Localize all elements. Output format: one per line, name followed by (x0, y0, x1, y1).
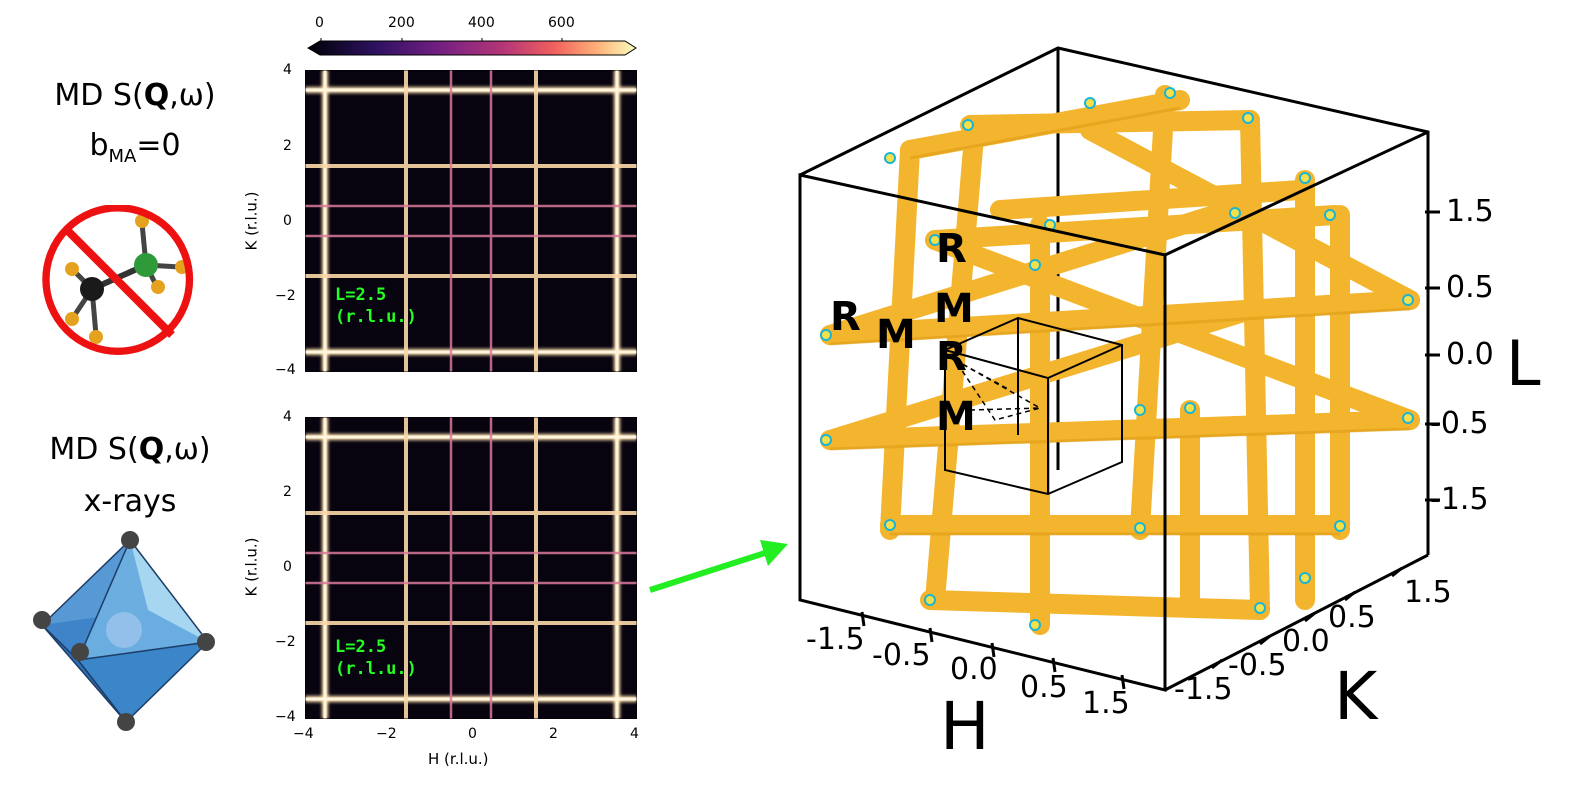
bottom-ytick: 4 (283, 409, 292, 425)
point-label-m: M (876, 312, 916, 358)
k-tick: -0.5 (1228, 648, 1287, 683)
point-label-r: R (936, 334, 967, 380)
l-axis-label: L (1506, 327, 1541, 400)
bottom-ytick: −4 (275, 709, 296, 725)
top-ytick: 2 (283, 138, 292, 154)
top-ytick: −4 (275, 362, 296, 378)
point-label-m: M (934, 286, 974, 332)
colorbar-tick: 400 (468, 15, 495, 31)
k-tick: 0.0 (1282, 624, 1330, 659)
octahedron-icon (33, 531, 215, 731)
bottom-xtick: 2 (549, 726, 558, 742)
l-tick: -1.5 (1430, 482, 1489, 517)
top-ytick: 0 (283, 213, 292, 229)
colorbar-tick: 200 (388, 15, 415, 31)
bottom-subtitle: x-rays (83, 484, 177, 519)
h-tick: 0.0 (950, 652, 998, 687)
l-tick: 1.5 (1446, 194, 1494, 229)
h-axis-label: H (940, 688, 990, 765)
bottom-xtick: 4 (630, 726, 639, 742)
bottom-annotation: L=2.5 (r.l.u.) (335, 637, 417, 679)
top-ylabel: K (r.l.u.) (242, 191, 261, 251)
arrow-icon (649, 540, 788, 593)
k-tick: 0.5 (1328, 600, 1376, 635)
top-bma-label: bMA=0 (89, 128, 181, 167)
bottom-xtick: −4 (293, 726, 314, 742)
bottom-ytick: 0 (283, 559, 292, 575)
l-tick: 0.5 (1446, 270, 1494, 305)
h-tick: 0.5 (1020, 670, 1068, 705)
bottom-ytick: −2 (275, 634, 296, 650)
top-ytick: −2 (275, 288, 296, 304)
point-label-r: R (830, 294, 861, 340)
h-tick: -0.5 (872, 638, 931, 673)
isosurface-cube (798, 46, 1440, 692)
no-molecule-icon (42, 205, 194, 355)
point-label-m: M (936, 394, 976, 440)
k-axis-label: K (1334, 658, 1378, 735)
bottom-ytick: 2 (283, 484, 292, 500)
colorbar (307, 38, 637, 56)
top-ytick: 4 (283, 62, 292, 78)
top-annotation: L=2.5 (r.l.u.) (335, 285, 417, 327)
k-tick: -1.5 (1174, 672, 1233, 707)
bottom-xtick: −2 (376, 726, 397, 742)
top-title: MD S(Q,ω) (54, 78, 216, 113)
bottom-xlabel: H (r.l.u.) (428, 750, 489, 768)
bottom-heatmap (305, 417, 637, 719)
colorbar-tick: 0 (315, 15, 324, 31)
l-tick: -0.5 (1430, 406, 1489, 441)
colorbar-tick: 600 (548, 15, 575, 31)
bottom-xtick: 0 (468, 726, 477, 742)
point-label-r: R (936, 226, 967, 272)
top-heatmap (305, 70, 637, 372)
k-tick: 1.5 (1404, 575, 1452, 610)
bottom-ylabel: K (r.l.u.) (242, 537, 261, 597)
h-tick: -1.5 (806, 622, 865, 657)
h-tick: 1.5 (1082, 686, 1130, 721)
bottom-title: MD S(Q,ω) (49, 432, 211, 467)
l-tick: 0.0 (1446, 337, 1494, 372)
